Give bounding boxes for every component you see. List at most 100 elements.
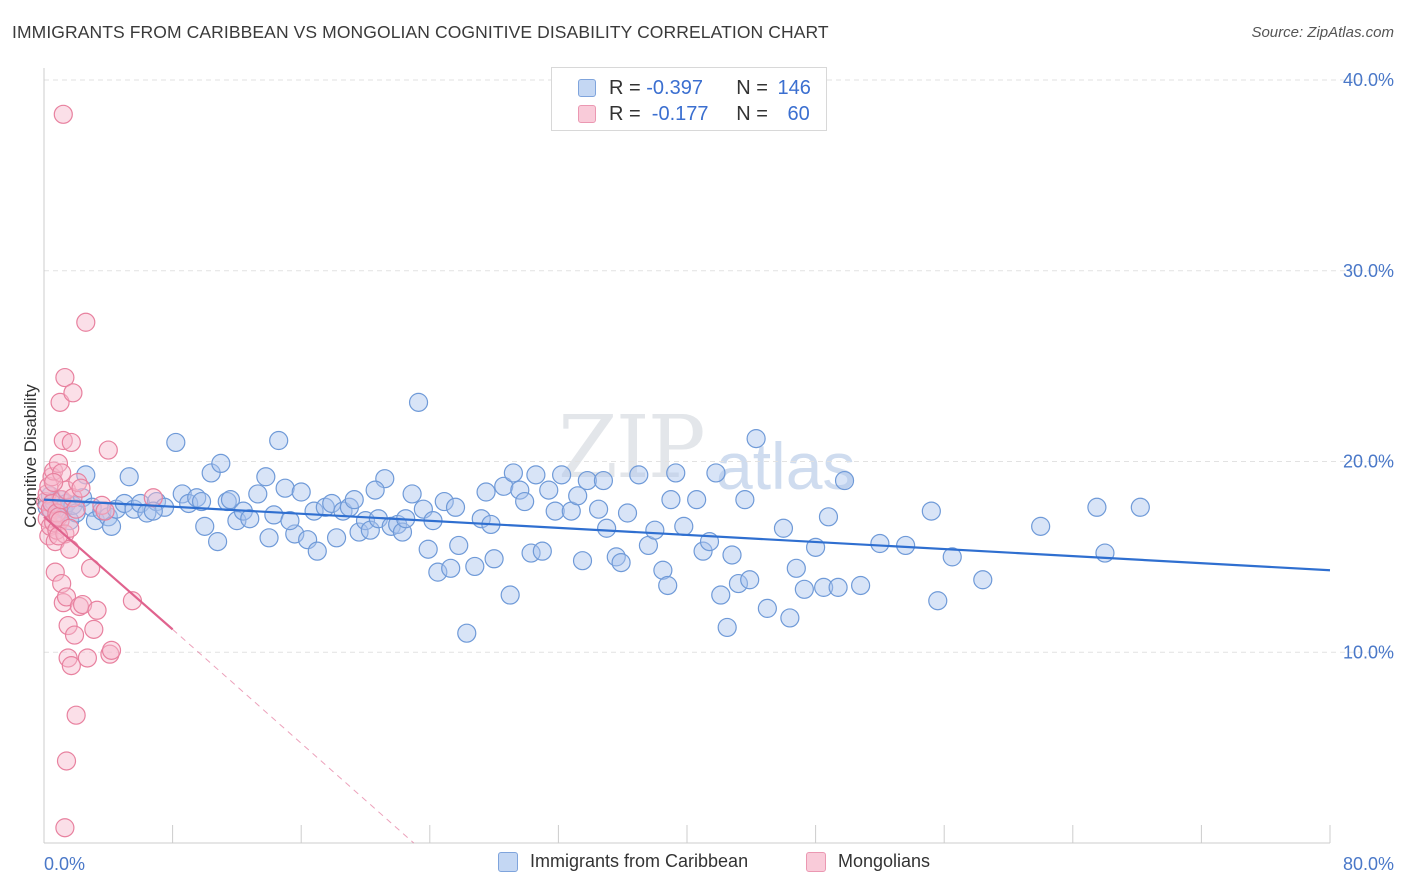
legend-row-mongolians: R = -0.177 N = 60 xyxy=(578,102,810,126)
caribbean-point xyxy=(256,467,276,487)
caribbean-point xyxy=(780,608,800,628)
mongolians-point xyxy=(48,526,69,546)
mongolians-point xyxy=(45,562,65,582)
caribbean-point xyxy=(577,470,597,491)
caribbean-point xyxy=(928,591,948,611)
caribbean-point xyxy=(240,509,260,529)
y-tick-label: 10.0% xyxy=(1343,642,1394,662)
caribbean-point xyxy=(211,453,231,474)
caribbean-point xyxy=(428,562,448,582)
mongolians-point xyxy=(101,640,122,660)
caribbean-point xyxy=(465,556,485,577)
bottom-legend-swatch-caribbean xyxy=(498,851,518,872)
caribbean-point xyxy=(494,476,514,496)
caribbean-point xyxy=(365,480,385,500)
caribbean-point xyxy=(307,541,327,561)
mongolians-point xyxy=(81,558,101,578)
caribbean-point xyxy=(408,392,429,412)
caribbean-point xyxy=(539,480,559,500)
mongolians-point xyxy=(92,495,112,515)
caribbean-point xyxy=(794,579,814,599)
caribbean-point xyxy=(326,528,347,548)
chart-title: IMMIGRANTS FROM CARIBBEAN VS MONGOLIAN C… xyxy=(12,22,829,42)
caribbean-point xyxy=(942,547,962,567)
mongolians-trendline-extension xyxy=(172,628,415,844)
source-label: Source: ZipAtlas.com xyxy=(1251,24,1394,41)
caribbean-point xyxy=(572,551,593,571)
caribbean-point xyxy=(166,432,186,453)
caribbean-point xyxy=(172,484,192,504)
mongolians-point xyxy=(64,625,85,645)
caribbean-point xyxy=(687,490,707,510)
watermark-atlas: atlas xyxy=(716,429,856,503)
caribbean-point xyxy=(510,480,530,500)
mongolians-point xyxy=(66,705,86,725)
caribbean-point xyxy=(722,545,742,565)
caribbean-point xyxy=(593,470,614,491)
bottom-legend-label-caribbean: Immigrants from Caribbean xyxy=(530,851,749,871)
caribbean-point xyxy=(773,518,794,538)
legend-swatch-mongolians xyxy=(578,105,596,123)
caribbean-point xyxy=(706,463,726,483)
caribbean-point xyxy=(445,497,466,517)
mongolians-point xyxy=(53,430,73,451)
caribbean-point xyxy=(269,430,289,451)
mongolians-point xyxy=(63,383,83,403)
caribbean-point xyxy=(515,491,535,512)
legend-n-label: N = xyxy=(736,102,774,125)
caribbean-point xyxy=(828,577,848,597)
caribbean-point xyxy=(588,499,609,519)
caribbean-point xyxy=(711,585,731,605)
mongolians-point xyxy=(98,440,118,460)
caribbean-point xyxy=(1095,543,1115,563)
mongolians-point xyxy=(53,104,73,124)
mongolians-point xyxy=(95,501,115,521)
mongolians-point xyxy=(55,367,75,388)
caribbean-point xyxy=(757,598,777,618)
caribbean-point xyxy=(1031,516,1051,536)
caribbean-point xyxy=(851,575,871,596)
mongolians-point xyxy=(53,593,73,613)
mongolians-point xyxy=(44,472,64,493)
y-tick-label: 30.0% xyxy=(1343,261,1394,281)
caribbean-point xyxy=(661,490,681,510)
caribbean-point xyxy=(717,617,737,638)
caribbean-point xyxy=(653,560,673,580)
caribbean-point xyxy=(434,491,454,512)
mongolians-point xyxy=(71,478,91,498)
y-tick-label: 20.0% xyxy=(1343,452,1394,472)
bottom-legend-swatch-mongolians xyxy=(806,851,826,872)
mongolians-point xyxy=(76,312,96,332)
caribbean-point xyxy=(248,484,268,504)
x-tick-label: 0.0% xyxy=(44,854,85,874)
caribbean-point xyxy=(666,463,686,483)
caribbean-point xyxy=(191,491,212,512)
mongolians-point xyxy=(61,656,81,676)
caribbean-point xyxy=(291,482,311,502)
mongolians-point xyxy=(84,619,104,639)
y-tick-label: 40.0% xyxy=(1343,70,1394,90)
caribbean-point xyxy=(220,490,241,510)
caribbean-point xyxy=(259,528,279,548)
caribbean-point xyxy=(532,541,552,561)
mongolians-point xyxy=(56,751,77,771)
legend-r-value: -0.397 xyxy=(646,76,703,99)
caribbean-point xyxy=(441,558,461,578)
caribbean-point xyxy=(208,532,228,552)
caribbean-point xyxy=(457,623,477,643)
caribbean-point xyxy=(275,478,295,498)
caribbean-point xyxy=(545,501,565,521)
legend-r-value: -0.177 xyxy=(646,102,709,125)
mongolians-point xyxy=(87,600,107,620)
mongolians-point xyxy=(55,818,75,838)
mongolians-point xyxy=(56,587,77,607)
mongolians-point xyxy=(61,432,81,453)
mongolians-point xyxy=(66,499,86,519)
caribbean-point xyxy=(658,575,678,596)
mongolians-point xyxy=(58,615,78,636)
caribbean-point xyxy=(645,520,665,540)
caribbean-point xyxy=(360,520,380,540)
legend-n-value: 146 xyxy=(777,76,811,99)
mongolians-point xyxy=(50,392,70,412)
